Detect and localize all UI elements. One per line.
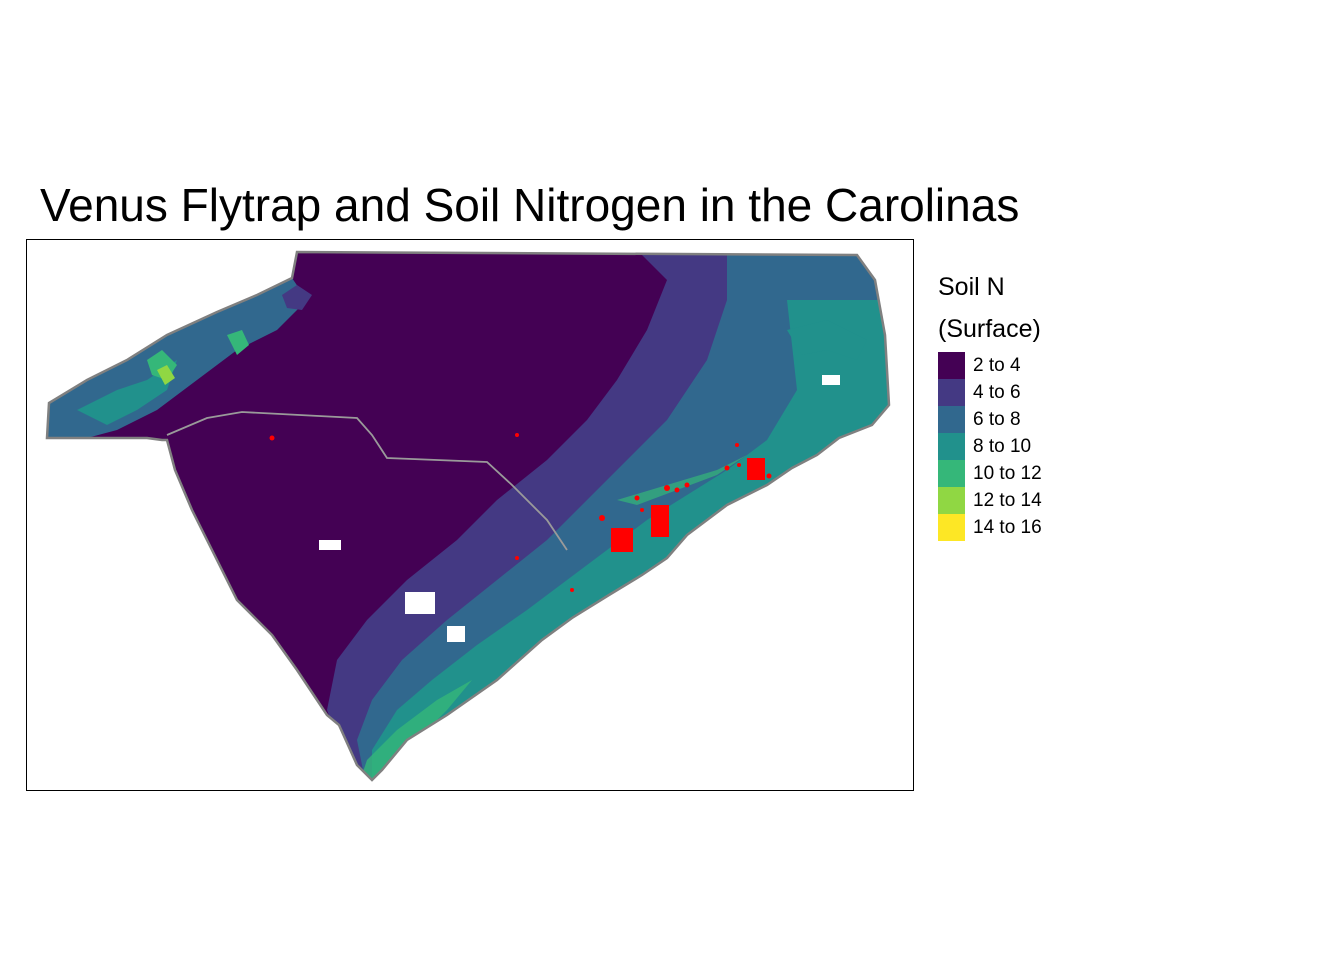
flytrap-occurrences	[269, 433, 772, 592]
legend-label: 4 to 6	[973, 381, 1021, 403]
legend-items: 2 to 4 4 to 6 6 to 8 8 to 10 10 to 12 12 to 1…	[938, 352, 1042, 541]
legend-item: 12 to 14	[938, 487, 1042, 514]
legend-label: 8 to 10	[973, 435, 1032, 457]
occurrence-block	[611, 528, 633, 552]
legend-item: 2 to 4	[938, 352, 1042, 379]
legend-swatch	[938, 487, 965, 514]
legend-title-line2: (Surface)	[938, 315, 1041, 343]
legend-swatch	[938, 379, 965, 406]
legend-swatch	[938, 433, 965, 460]
state-border-line	[166, 411, 568, 551]
legend-label: 10 to 12	[973, 462, 1042, 484]
soil-nitrogen-map	[45, 250, 891, 782]
legend-label: 14 to 16	[973, 516, 1042, 538]
legend-swatch	[938, 406, 965, 433]
legend-label: 2 to 4	[973, 354, 1021, 376]
map-title: Venus Flytrap and Soil Nitrogen in the C…	[40, 179, 1020, 231]
legend-item: 6 to 8	[938, 406, 1042, 433]
occurrence-block	[651, 505, 669, 537]
legend-item: 8 to 10	[938, 433, 1042, 460]
legend-label: 12 to 14	[973, 489, 1042, 511]
legend-swatch	[938, 352, 965, 379]
legend-swatch	[938, 460, 965, 487]
legend-swatch	[938, 514, 965, 541]
coastline-outline	[45, 250, 891, 782]
legend: Soil N (Surface) 2 to 4 4 to 6 6 to 8 8 to …	[938, 266, 1042, 541]
legend-item: 14 to 16	[938, 514, 1042, 541]
legend-item: 4 to 6	[938, 379, 1042, 406]
legend-item: 10 to 12	[938, 460, 1042, 487]
soil-raster	[47, 252, 889, 780]
legend-title-line1: Soil N	[938, 273, 1005, 301]
legend-label: 6 to 8	[973, 408, 1021, 430]
occurrence-block	[747, 458, 765, 480]
map-panel	[26, 239, 914, 791]
